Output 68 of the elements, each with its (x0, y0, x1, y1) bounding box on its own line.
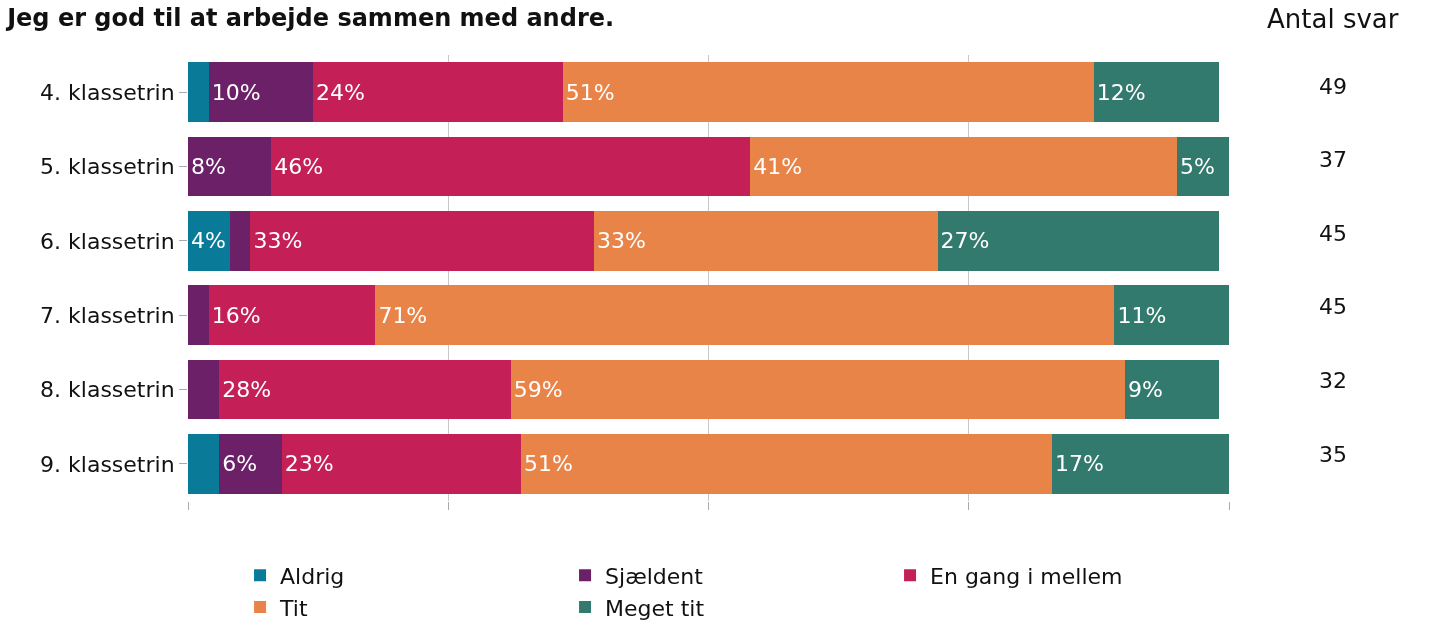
data-label: 5% (1179, 154, 1215, 179)
y-tick-label: 5. klassetrin (40, 154, 175, 180)
data-label: 17% (1055, 451, 1104, 477)
bar (188, 359, 220, 420)
text: 49 (1319, 74, 1347, 99)
bar (229, 211, 251, 271)
legend-label: Meget tit (605, 595, 705, 621)
text: 32 (1319, 368, 1347, 393)
data-label: 9% (1127, 377, 1163, 402)
data-label: 59% (513, 377, 563, 402)
data-label: 33% (596, 228, 646, 254)
bar (188, 285, 209, 345)
data-label: 27% (940, 228, 990, 254)
text: 37 (1319, 147, 1347, 172)
bar (1124, 359, 1219, 420)
y-tick-label: 4. klassetrin (40, 79, 175, 105)
text: Antal svar (1267, 4, 1399, 34)
bar (271, 136, 751, 197)
text: 35 (1319, 442, 1347, 467)
bar (937, 211, 1219, 271)
data-label: 51% (524, 451, 574, 477)
legend-label: Aldrig (280, 563, 345, 589)
legend-label: Tit (279, 595, 308, 621)
bar (219, 434, 282, 494)
data-label: 33% (253, 228, 303, 254)
data-label: 41% (753, 154, 803, 179)
legend-label: En gang i mellem (930, 563, 1123, 589)
y-tick-label: 7. klassetrin (40, 302, 175, 328)
bar (1114, 285, 1229, 345)
data-label: 16% (211, 302, 261, 328)
data-label: 71% (378, 302, 428, 328)
text: 45 (1319, 221, 1347, 246)
bar (521, 434, 1053, 494)
bar (188, 62, 209, 122)
bar (188, 211, 230, 271)
data-label: 23% (284, 451, 334, 477)
bar (188, 136, 272, 197)
bar (312, 62, 563, 122)
bar (750, 136, 1177, 197)
bar (1093, 62, 1219, 122)
bar (562, 62, 1094, 122)
data-label: 8% (191, 154, 226, 179)
data-label: 24% (315, 79, 365, 105)
data-label: 4% (191, 228, 226, 254)
text: 45 (1319, 294, 1347, 319)
bar (510, 359, 1125, 420)
bar (208, 285, 376, 345)
y-tick-label: 8. klassetrin (40, 377, 175, 403)
bar (593, 211, 938, 271)
chart-title: Jeg er god til at arbejde sammen med andre. (5, 4, 615, 33)
data-label: 10% (211, 79, 261, 105)
bar (281, 434, 522, 494)
y-tick-label: 6. klassetrin (40, 228, 175, 254)
bar (188, 434, 220, 494)
bar (1176, 136, 1229, 197)
data-label: 51% (565, 79, 615, 105)
data-label: 28% (222, 377, 272, 402)
bar (375, 285, 1115, 345)
data-label: 6% (222, 451, 258, 477)
data-label: 46% (274, 154, 324, 179)
bar (219, 359, 511, 420)
bar (1052, 434, 1229, 494)
bar (208, 62, 313, 122)
data-label: 12% (1096, 79, 1146, 105)
y-tick-label: 9. klassetrin (40, 451, 175, 477)
data-label: 11% (1117, 302, 1167, 328)
bar (250, 211, 594, 271)
legend-label: Sjældent (605, 563, 704, 589)
